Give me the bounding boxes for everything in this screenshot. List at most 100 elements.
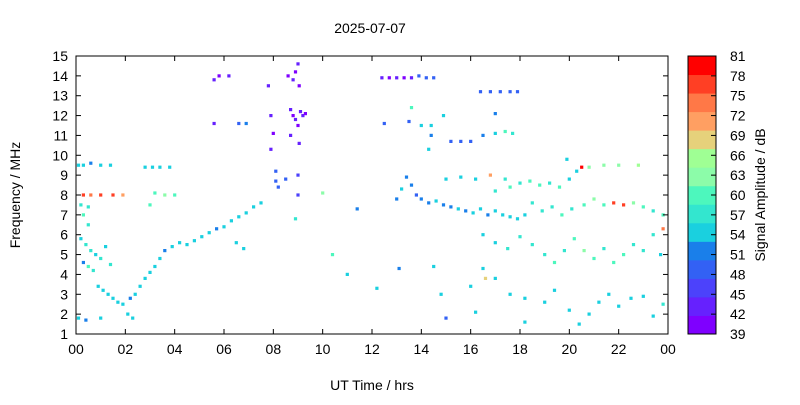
colorbar-tick-label: 63 (730, 167, 746, 183)
colorbar-tick-label: 78 (730, 68, 746, 84)
data-point (404, 175, 409, 179)
data-point (382, 121, 386, 126)
data-point (158, 256, 162, 261)
x-tick-label: 02 (118, 341, 134, 357)
colorbar-tick-label: 69 (730, 127, 746, 143)
data-point (508, 292, 512, 296)
x-tick-label: 20 (562, 341, 578, 357)
data-point (133, 292, 137, 296)
y-tick-label: 15 (52, 48, 68, 64)
y-tick-label: 7 (60, 207, 68, 223)
data-point (456, 207, 460, 211)
data-point (432, 264, 436, 269)
data-point (459, 175, 463, 179)
x-tick-label: 04 (167, 341, 183, 357)
data-point (173, 193, 177, 197)
data-point (651, 233, 655, 237)
data-point (301, 114, 305, 118)
colorbar-segment (688, 148, 716, 168)
data-point (89, 161, 93, 165)
colorbar-segment (688, 204, 716, 224)
colorbar-tick-label: 51 (730, 247, 746, 263)
data-point (79, 237, 83, 241)
y-tick-label: 14 (52, 68, 68, 84)
colorbar-segment (688, 278, 716, 298)
data-point (355, 207, 359, 211)
data-point (557, 185, 562, 189)
data-point (641, 205, 645, 209)
data-point (617, 304, 621, 308)
data-point (237, 215, 241, 219)
data-point (163, 249, 167, 253)
data-point (395, 197, 399, 201)
data-point (99, 163, 103, 167)
data-point (515, 90, 520, 94)
data-point (86, 223, 90, 227)
data-point (419, 123, 423, 128)
colorbar-tick-label: 57 (730, 207, 746, 223)
data-point (478, 207, 483, 211)
data-point (148, 270, 152, 274)
data-point (548, 181, 552, 185)
data-point (427, 201, 431, 205)
data-point (99, 256, 103, 261)
data-point (81, 213, 85, 217)
data-point (86, 264, 90, 269)
data-point (212, 78, 216, 82)
colorbar-segment (688, 74, 716, 94)
data-point (580, 165, 584, 169)
data-point (622, 203, 626, 207)
data-point (417, 74, 421, 78)
colorbar-tick-label: 66 (730, 147, 746, 163)
data-point (126, 312, 130, 316)
data-point (259, 201, 263, 205)
x-tick-label: 12 (364, 341, 380, 357)
data-point (641, 294, 645, 298)
data-point (150, 165, 155, 169)
data-point (629, 296, 633, 300)
data-point (296, 62, 300, 66)
colorbar (687, 55, 717, 335)
data-point (439, 292, 443, 296)
data-point (488, 90, 492, 94)
data-point (434, 199, 438, 203)
data-point (395, 76, 399, 80)
data-point (565, 157, 569, 161)
colorbar-tick-label: 72 (730, 108, 746, 124)
data-point (641, 249, 645, 253)
data-point (518, 235, 522, 239)
y-tick-label: 6 (60, 227, 68, 243)
data-point (661, 227, 665, 231)
data-point (108, 163, 113, 167)
data-point (286, 74, 290, 78)
colorbar-tick-label: 75 (730, 88, 746, 104)
data-point (131, 316, 135, 320)
data-point (651, 209, 655, 213)
x-tick-label: 22 (611, 341, 627, 357)
y-axis-label: Frequency / MHz (7, 142, 23, 249)
data-point (116, 300, 120, 304)
data-point (409, 76, 414, 80)
data-point (577, 322, 581, 326)
data-point (459, 139, 463, 143)
data-point (441, 114, 446, 118)
data-point (121, 193, 125, 197)
data-point (158, 165, 162, 169)
data-point (427, 147, 431, 151)
data-point (330, 253, 335, 257)
data-point (493, 112, 497, 116)
y-tick-label: 10 (52, 147, 68, 163)
colorbar-tick-label: 54 (730, 227, 746, 243)
data-point (503, 129, 507, 134)
colorbar-tick-label: 60 (730, 187, 746, 203)
data-point (560, 213, 564, 217)
data-point (269, 147, 273, 151)
data-point (587, 312, 591, 316)
data-point (400, 187, 404, 191)
data-point (296, 123, 300, 128)
data-point (271, 131, 275, 135)
data-point (407, 119, 411, 124)
colorbar-segment (688, 241, 716, 261)
data-point (207, 231, 211, 235)
data-point (587, 165, 591, 169)
